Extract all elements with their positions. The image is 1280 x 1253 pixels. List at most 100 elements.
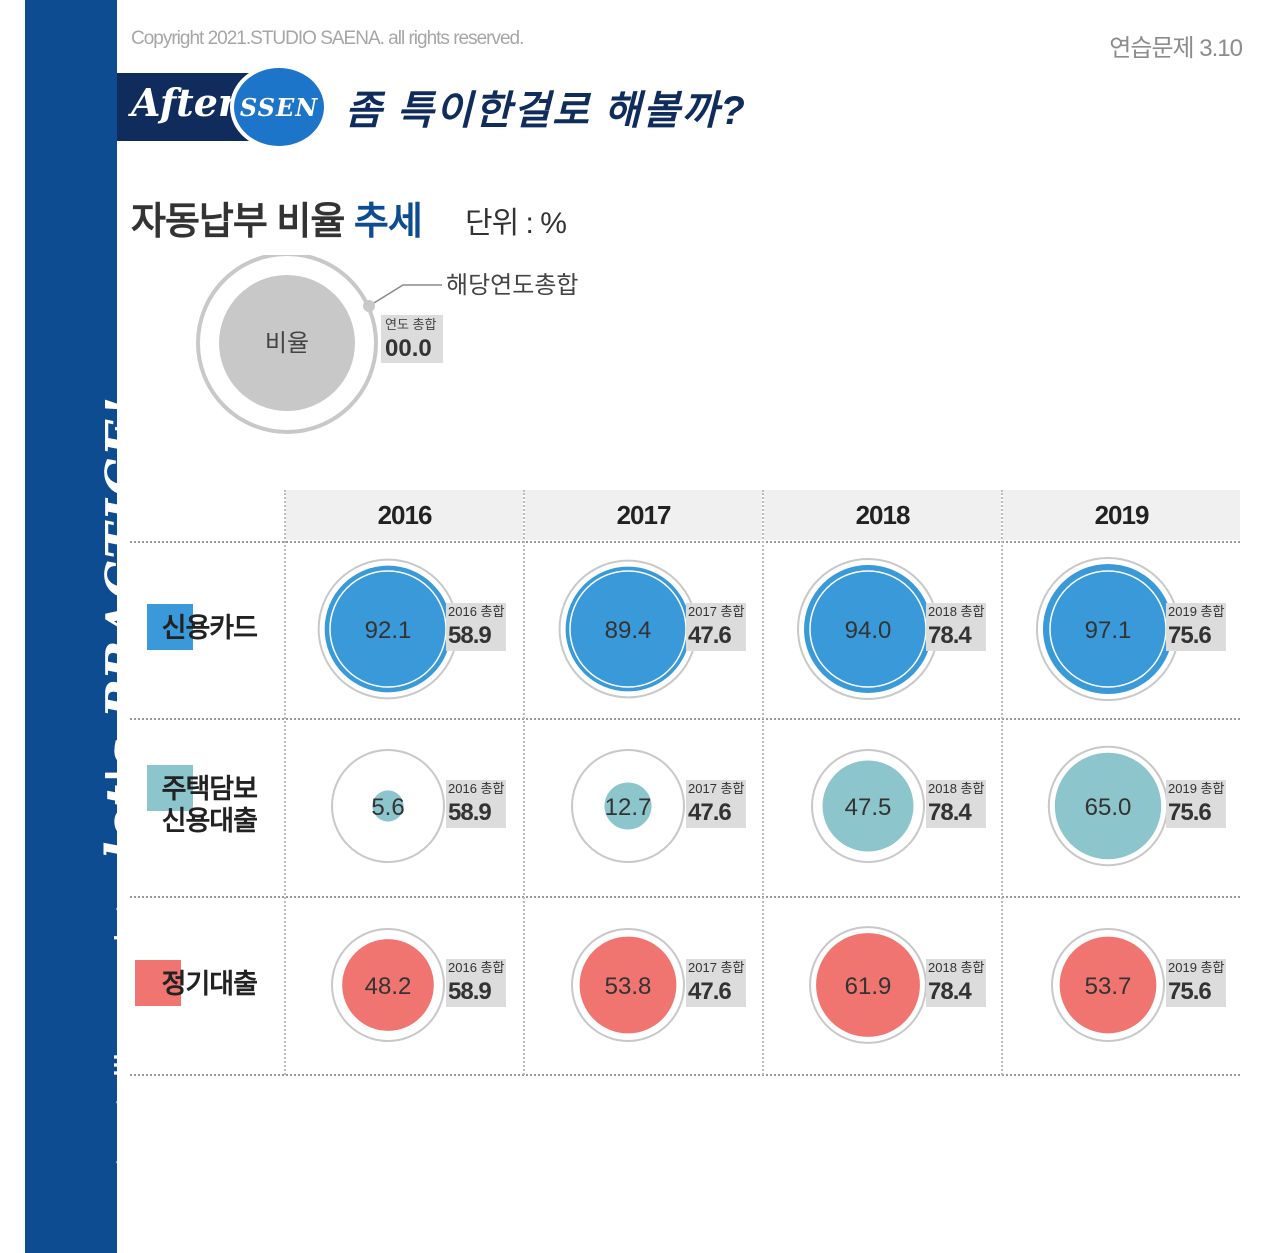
year-total-tag-label: 2019 총합 <box>1168 781 1224 796</box>
ssen-badge: SSEN <box>230 64 328 150</box>
year-total-tag-box <box>926 959 986 1007</box>
bubble-value-circle <box>604 782 652 830</box>
row-text-credit-card: 신용카드 <box>161 612 258 644</box>
year-total-tag-box <box>926 780 986 828</box>
bubble-value-label: 47.5 <box>845 794 892 821</box>
bubble-value-circle <box>1054 752 1162 860</box>
year-total-value: 78.4 <box>928 978 972 1005</box>
year-total-tag-label: 2017 총합 <box>688 781 744 796</box>
chart-title-part1: 자동납부 비율 <box>131 201 354 243</box>
legend-callout-line <box>368 284 442 307</box>
sidebar-text-storytelling: storytelling <box>107 1012 148 1185</box>
row-text-term-loan: 정기대출 <box>161 968 258 1000</box>
grid-line-header <box>130 541 1240 543</box>
year-total-tag-box <box>446 780 506 828</box>
legend-inner-circle <box>219 275 355 411</box>
bubble-value-label: 65.0 <box>1085 794 1132 821</box>
ssen-badge-text: SSEN <box>239 92 319 122</box>
grid-vline-4 <box>1001 490 1003 1075</box>
bubble-주택담보-신용대출-2019: 65.0 2019 총합 75.6 <box>1047 745 1226 867</box>
bubble-주택담보-신용대출-2016: 5.6 2016 총합 58.9 <box>331 749 506 863</box>
row-line: 신용카드 <box>161 613 258 643</box>
year-total-tag-label: 2018 총합 <box>928 781 984 796</box>
year-total-tag-box <box>1166 603 1226 651</box>
unit-label: 단위 : % <box>465 207 567 240</box>
bubble-value-label: 92.1 <box>365 617 412 644</box>
legend-tag-text: 연도 총합 <box>385 317 436 332</box>
after-badge-text: After <box>131 80 238 125</box>
grid-vline-1 <box>284 490 286 1075</box>
year-total-value: 58.9 <box>448 622 491 649</box>
bubble-신용카드-2019: 97.1 2019 총합 75.6 <box>1035 556 1226 702</box>
bubble-value-circle <box>565 566 691 692</box>
year-total-tag-label: 2018 총합 <box>928 604 984 619</box>
bubble-value-label: 48.2 <box>365 973 412 1000</box>
year-header-2017: 2017 <box>525 490 762 540</box>
year-total-value: 75.6 <box>1168 978 1211 1005</box>
year-total-tag-label: 2019 총합 <box>1168 960 1224 975</box>
bubble-주택담보-신용대출-2018: 47.5 2018 총합 78.4 <box>811 749 986 863</box>
bubble-value-circle <box>822 760 914 852</box>
row-label-term-loan: 정기대출 <box>130 958 285 1008</box>
row-line: 신용대출 <box>161 806 258 836</box>
year-total-tag-box <box>686 780 746 828</box>
row-swatch-term-loan <box>135 960 181 1006</box>
chart-title-highlight: 추세 <box>353 201 423 243</box>
exercise-number: 연습문제 3.10 <box>1109 35 1243 62</box>
year-total-tag-label: 2016 총합 <box>448 781 504 796</box>
year-total-tag-label: 2016 총합 <box>448 960 504 975</box>
year-total-value: 47.6 <box>688 799 731 826</box>
bubble-value-label: 94.0 <box>845 617 892 644</box>
year-header-2019: 2019 <box>1003 490 1240 540</box>
year-total-tag-label: 2017 총합 <box>688 604 744 619</box>
bubble-주택담보-신용대출-2017: 12.7 2017 총합 47.6 <box>571 749 746 863</box>
legend-tag-box <box>381 315 443 363</box>
year-total-value: 75.6 <box>1168 622 1211 649</box>
legend-callout-text: 해당연도총합 <box>446 272 578 299</box>
year-total-tag-label: 2016 총합 <box>448 604 504 619</box>
bubble-value-circle <box>1042 563 1174 695</box>
row-line: 주택담보 <box>161 774 258 804</box>
bubble-value-circle <box>372 790 404 822</box>
copyright-text: Copyright 2021.STUDIO SAENA. all rights … <box>131 28 524 49</box>
year-total-tag-label: 2019 총합 <box>1168 604 1224 619</box>
bubble-value-label: 53.7 <box>1085 973 1132 1000</box>
bubble-정기대출-2018: 61.9 2018 총합 78.4 <box>809 926 986 1044</box>
row-line: 정기대출 <box>161 969 258 999</box>
grid-line-row-1 <box>130 718 1240 720</box>
grid-vline-3 <box>762 490 764 1075</box>
legend-circle-label: 비율 <box>265 330 309 357</box>
year-header-2018: 2018 <box>764 490 1001 540</box>
row-swatch-mortgage <box>147 765 193 811</box>
bubble-정기대출-2017: 53.8 2017 총합 47.6 <box>571 928 746 1042</box>
bubble-value-circle <box>324 565 452 693</box>
grid-vline-2 <box>523 490 525 1075</box>
year-total-tag-box <box>686 959 746 1007</box>
year-total-value: 58.9 <box>448 978 491 1005</box>
headline: 좀 특이한걸로 해볼까? <box>345 89 747 133</box>
year-total-tag-box <box>1166 959 1226 1007</box>
bubble-value-label: 61.9 <box>845 973 892 1000</box>
bubble-value-label: 5.6 <box>371 794 404 821</box>
bubble-신용카드-2017: 89.4 2017 총합 47.6 <box>558 559 746 699</box>
year-header-2016: 2016 <box>286 490 523 540</box>
bubble-value-label: 12.7 <box>605 794 652 821</box>
grid-line-row-3 <box>130 1074 1240 1076</box>
year-total-value: 78.4 <box>928 799 972 826</box>
year-total-tag-label: 2018 총합 <box>928 960 984 975</box>
year-total-value: 47.6 <box>688 978 731 1005</box>
legend-total-text: 00.0 <box>385 335 432 362</box>
grid-line-row-2 <box>130 896 1240 898</box>
legend: 비율 해당연도총합 연도 총합 00.0 <box>196 255 578 434</box>
row-swatch-credit-card <box>147 604 193 650</box>
year-total-value: 47.6 <box>688 622 731 649</box>
bubble-정기대출-2019: 53.7 2019 총합 75.6 <box>1051 928 1226 1042</box>
legend-callout-dot <box>363 300 375 312</box>
bubble-value-circle <box>804 565 932 693</box>
bubble-정기대출-2016: 48.2 2016 총합 58.9 <box>331 928 506 1042</box>
bubble-신용카드-2018: 94.0 2018 총합 78.4 <box>797 558 986 700</box>
bubble-신용카드-2016: 92.1 2016 총합 58.9 <box>317 558 506 700</box>
year-total-value: 58.9 <box>448 799 491 826</box>
bubble-value-circle <box>342 939 434 1031</box>
bubble-value-circle <box>816 933 920 1037</box>
